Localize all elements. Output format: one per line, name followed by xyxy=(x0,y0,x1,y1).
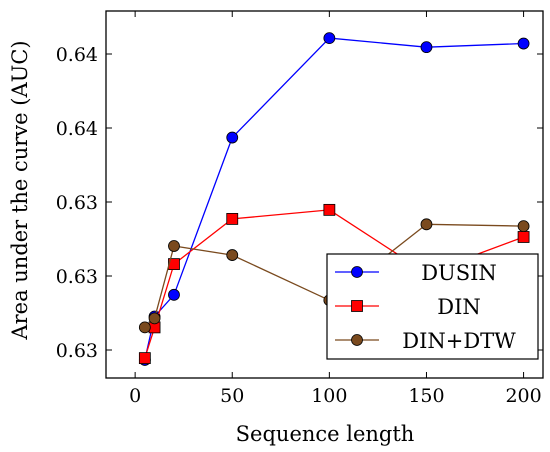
y-tick-label: 0.63 xyxy=(56,340,98,362)
series-layer xyxy=(138,32,530,366)
legend-marker xyxy=(351,266,363,278)
legend-label: DIN+DTW xyxy=(402,329,516,353)
x-tick-label: 200 xyxy=(505,385,541,407)
data-point xyxy=(420,218,433,231)
y-tick-label: 0.63 xyxy=(56,266,98,288)
data-point xyxy=(226,131,239,144)
data-point xyxy=(148,312,161,325)
data-point xyxy=(517,37,530,50)
y-axis-label: Area under the curve (AUC) xyxy=(8,40,32,340)
data-point xyxy=(168,288,180,301)
data-point xyxy=(517,220,530,233)
data-point xyxy=(168,240,180,252)
data-point xyxy=(226,213,239,225)
data-point xyxy=(323,203,336,216)
x-tick-label: 50 xyxy=(220,385,244,407)
data-point xyxy=(420,41,433,54)
axes xyxy=(105,10,544,379)
legend-label: DIN xyxy=(437,295,481,319)
y-tick-label: 0.63 xyxy=(56,192,98,214)
y-tick-label: 0.64 xyxy=(56,118,98,140)
plot-frame xyxy=(105,10,544,379)
x-tick-label: 100 xyxy=(311,385,347,407)
x-tick-label: 150 xyxy=(408,385,444,407)
legend-marker xyxy=(351,300,363,312)
data-point xyxy=(323,32,336,45)
data-point xyxy=(138,352,151,365)
x-tick-label: 0 xyxy=(129,385,141,407)
legend-label: DUSIN xyxy=(421,261,497,285)
y-tick-label: 0.64 xyxy=(56,44,98,66)
ticks: 0 50 100 150 200 0.63 0.63 0.63 0.64 0.64 xyxy=(56,11,543,407)
legend: DUSIN DIN DIN+DTW xyxy=(326,253,539,360)
legend-marker xyxy=(351,334,363,346)
data-point xyxy=(517,231,530,243)
series-din-dtw xyxy=(138,218,530,334)
data-point xyxy=(226,249,239,261)
data-point xyxy=(138,321,151,334)
x-axis-label: Sequence length xyxy=(236,422,415,446)
